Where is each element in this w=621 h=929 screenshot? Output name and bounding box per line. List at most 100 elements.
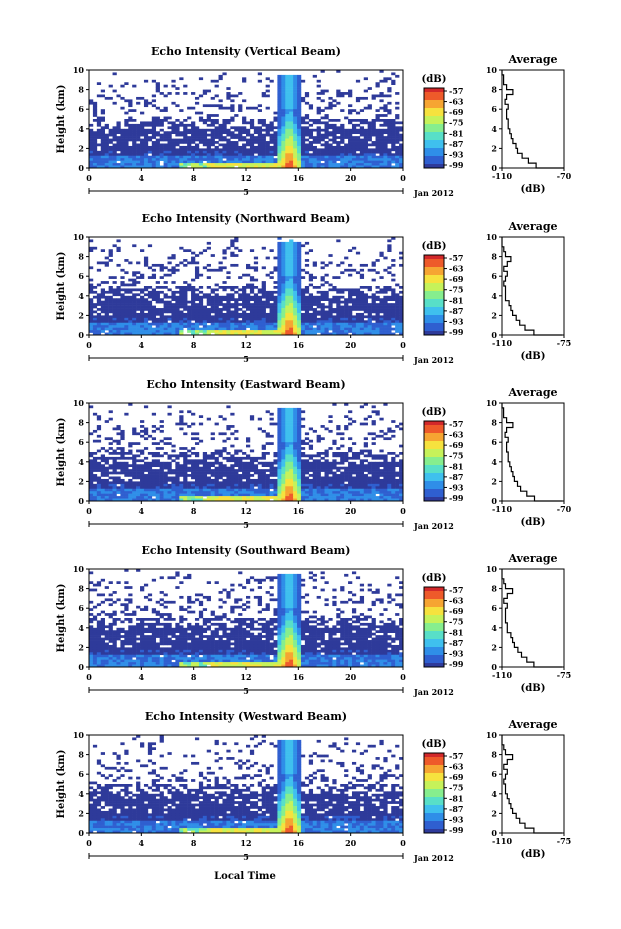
heatmap-cell xyxy=(395,481,400,485)
heatmap-cell xyxy=(242,317,247,321)
heatmap-cell xyxy=(371,456,376,460)
colorbar-segment xyxy=(424,319,444,322)
heatmap-cell xyxy=(351,471,357,475)
heatmap-cell xyxy=(108,308,113,311)
heatmap-cell xyxy=(202,266,208,270)
heatmap-cell xyxy=(332,145,337,149)
heatmap-cell xyxy=(234,308,239,311)
heatmap-cell xyxy=(293,111,298,115)
profile-y-tick-label: 0 xyxy=(491,330,497,340)
heatmap-cell xyxy=(143,483,149,487)
heatmap-cell xyxy=(340,471,345,475)
heatmap-cell xyxy=(183,447,188,450)
colorbar-segment xyxy=(424,289,444,292)
heatmap-cell xyxy=(285,148,290,152)
heatmap-cell xyxy=(143,104,149,108)
heatmap-cell xyxy=(273,256,278,260)
heatmap-cell xyxy=(246,481,251,485)
heatmap-cell xyxy=(191,155,196,159)
heatmap-cell xyxy=(191,136,196,139)
heatmap-cell xyxy=(143,429,149,433)
heatmap-cell xyxy=(198,77,204,81)
heatmap-cell xyxy=(375,259,380,262)
heatmap-cell xyxy=(355,251,361,255)
heatmap-cell xyxy=(159,109,164,112)
heatmap-cell xyxy=(324,459,329,463)
heatmap-cell xyxy=(371,442,376,445)
heatmap-cell xyxy=(328,464,333,467)
heatmap-cell xyxy=(269,320,274,324)
heatmap-cell xyxy=(395,327,400,331)
heatmap-cell xyxy=(261,160,266,164)
heatmap-cell xyxy=(351,123,357,127)
heatmap-cell xyxy=(246,325,251,328)
heatmap-cell xyxy=(214,305,219,309)
heatmap-cell xyxy=(304,432,310,436)
heatmap-cell xyxy=(328,96,333,100)
heatmap-cell xyxy=(363,464,368,467)
heatmap-cell xyxy=(399,476,404,480)
heatmap-cell xyxy=(383,317,388,321)
heatmap-cell xyxy=(230,471,235,475)
heatmap-cell xyxy=(359,308,365,311)
heatmap-cell xyxy=(124,464,129,467)
heatmap-cell xyxy=(371,155,376,159)
heatmap-cell xyxy=(143,330,149,333)
heatmap-cell xyxy=(214,153,219,157)
heatmap-cell xyxy=(257,290,262,294)
heatmap-cell xyxy=(371,298,376,301)
heatmap-cell xyxy=(261,454,266,458)
heatmap-cell xyxy=(210,437,215,441)
heatmap-cell xyxy=(320,486,325,490)
heatmap-cell xyxy=(246,320,251,324)
heatmap-cell xyxy=(155,317,160,321)
heatmap-cell xyxy=(136,145,141,149)
heatmap-cell xyxy=(328,310,333,314)
colorbar-segment xyxy=(424,317,444,320)
heatmap-cell xyxy=(92,459,98,463)
heatmap-cell xyxy=(171,256,176,260)
heatmap-cell xyxy=(163,150,168,154)
heatmap-cell xyxy=(108,476,113,480)
heatmap-cell xyxy=(371,119,376,122)
heatmap-cell xyxy=(265,305,270,309)
heatmap-cell xyxy=(348,437,353,441)
heatmap-cell xyxy=(249,295,255,299)
colorbar-segment xyxy=(424,142,444,145)
heatmap-cell xyxy=(167,288,172,292)
heatmap-cell xyxy=(198,131,204,134)
heatmap-cell xyxy=(320,70,325,73)
heatmap-cell xyxy=(308,478,314,482)
heatmap-cell xyxy=(355,136,361,139)
heatmap-cell xyxy=(320,116,325,120)
heatmap-cell xyxy=(175,153,180,157)
heatmap-cell xyxy=(175,303,180,306)
heatmap-cell xyxy=(281,109,286,112)
heatmap-cell xyxy=(348,295,353,299)
heatmap-cell xyxy=(191,160,196,164)
heatmap-cell xyxy=(289,456,294,460)
heatmap-cell xyxy=(297,128,302,132)
heatmap-cell xyxy=(187,288,192,292)
heatmap-cell xyxy=(293,246,298,250)
heatmap-cell xyxy=(159,322,164,326)
heatmap-cell xyxy=(308,332,314,336)
colorbar-segment xyxy=(424,164,444,167)
heatmap-cell xyxy=(163,119,168,122)
heatmap-cell xyxy=(167,315,172,319)
heatmap-cell xyxy=(104,163,109,166)
heatmap-cell xyxy=(348,315,353,319)
heatmap-cell xyxy=(124,133,129,137)
heatmap-cell xyxy=(206,138,211,142)
heatmap-cell xyxy=(348,155,353,159)
heatmap-cell xyxy=(293,474,298,477)
heatmap-cell xyxy=(159,330,164,333)
heatmap-cell xyxy=(159,429,164,433)
heatmap-cell xyxy=(320,298,325,301)
heatmap-cell xyxy=(100,116,105,120)
heatmap-cell xyxy=(198,459,204,463)
heatmap-cell xyxy=(257,486,262,490)
heatmap-cell xyxy=(375,163,380,166)
heatmap-cell xyxy=(242,148,247,152)
heatmap-cell xyxy=(257,315,262,319)
